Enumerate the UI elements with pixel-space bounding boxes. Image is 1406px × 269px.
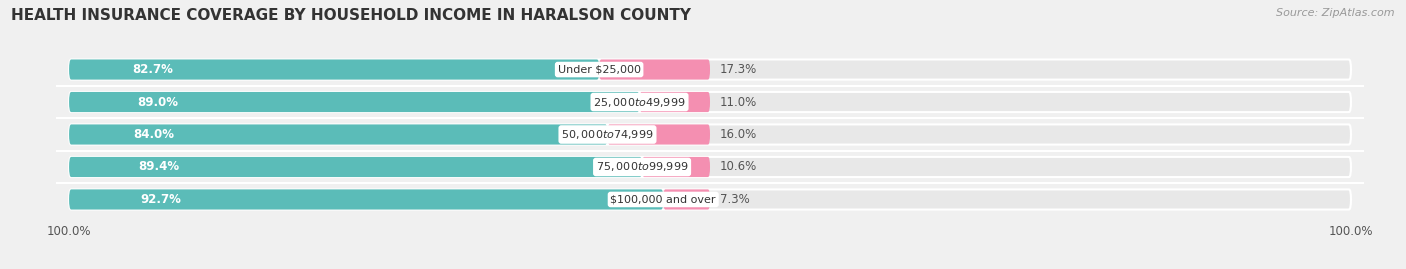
Text: $50,000 to $74,999: $50,000 to $74,999	[561, 128, 654, 141]
FancyBboxPatch shape	[69, 189, 664, 210]
Text: 89.0%: 89.0%	[138, 95, 179, 108]
FancyBboxPatch shape	[69, 125, 1351, 144]
Text: $25,000 to $49,999: $25,000 to $49,999	[593, 95, 686, 108]
FancyBboxPatch shape	[640, 92, 710, 112]
Text: 10.6%: 10.6%	[720, 161, 756, 174]
Text: 92.7%: 92.7%	[141, 193, 181, 206]
FancyBboxPatch shape	[69, 59, 1351, 80]
Text: 11.0%: 11.0%	[720, 95, 756, 108]
Text: Source: ZipAtlas.com: Source: ZipAtlas.com	[1277, 8, 1395, 18]
FancyBboxPatch shape	[69, 157, 1351, 177]
Text: $100,000 and over: $100,000 and over	[610, 194, 716, 204]
FancyBboxPatch shape	[599, 59, 710, 80]
Text: 84.0%: 84.0%	[134, 128, 174, 141]
Text: 7.3%: 7.3%	[720, 193, 749, 206]
FancyBboxPatch shape	[69, 189, 1351, 210]
FancyBboxPatch shape	[69, 157, 643, 177]
Text: 17.3%: 17.3%	[720, 63, 756, 76]
Text: $75,000 to $99,999: $75,000 to $99,999	[596, 161, 689, 174]
FancyBboxPatch shape	[643, 157, 710, 177]
FancyBboxPatch shape	[664, 189, 710, 210]
Text: Under $25,000: Under $25,000	[558, 65, 641, 75]
FancyBboxPatch shape	[69, 92, 1351, 112]
FancyBboxPatch shape	[69, 92, 640, 112]
Text: HEALTH INSURANCE COVERAGE BY HOUSEHOLD INCOME IN HARALSON COUNTY: HEALTH INSURANCE COVERAGE BY HOUSEHOLD I…	[11, 8, 692, 23]
FancyBboxPatch shape	[69, 125, 607, 144]
Text: 82.7%: 82.7%	[132, 63, 173, 76]
FancyBboxPatch shape	[607, 125, 710, 144]
Text: 16.0%: 16.0%	[720, 128, 756, 141]
FancyBboxPatch shape	[69, 59, 599, 80]
Text: 89.4%: 89.4%	[138, 161, 179, 174]
